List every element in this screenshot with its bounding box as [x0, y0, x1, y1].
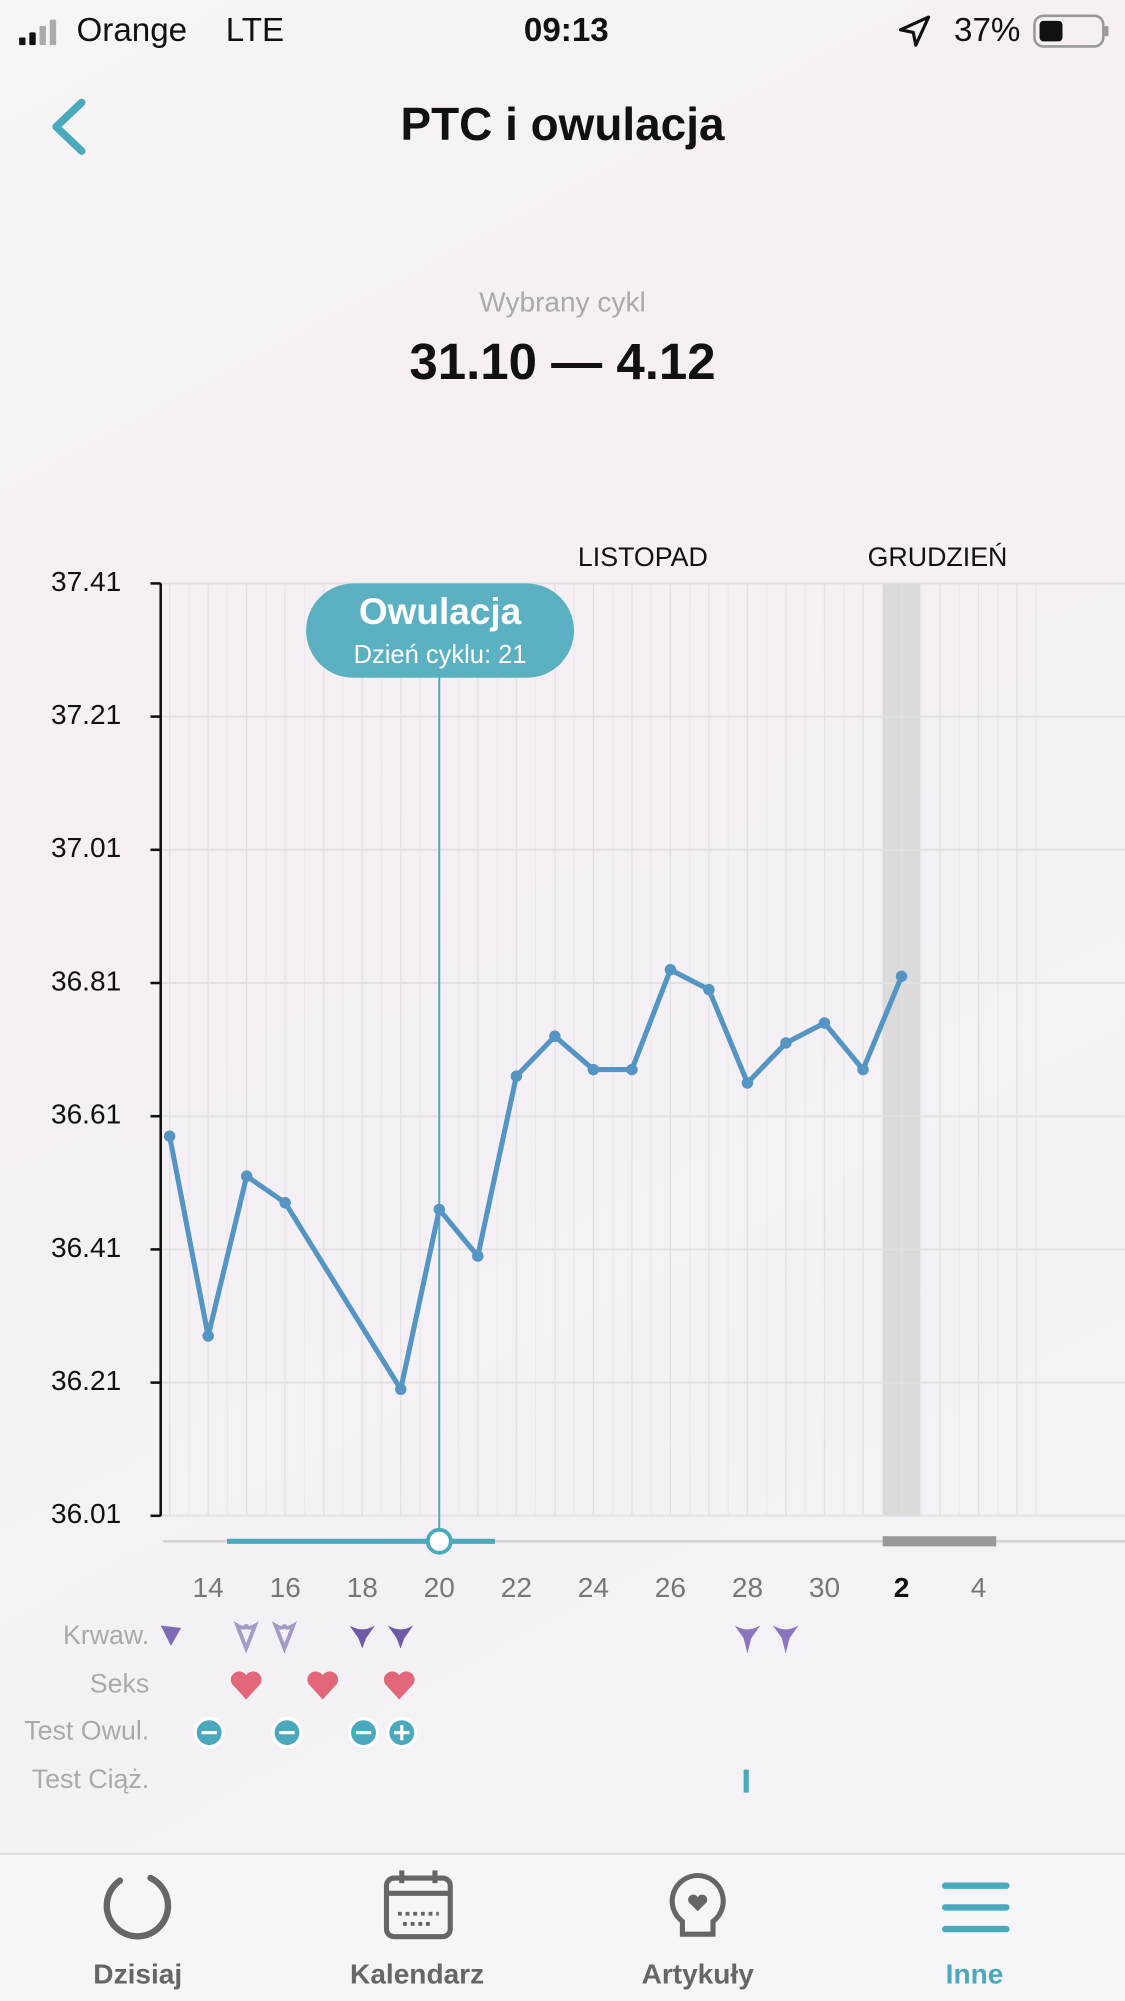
data-point: [163, 1130, 176, 1142]
data-point: [510, 1070, 523, 1082]
status-bar: Orange LTE 09:13 37%: [19, 12, 1109, 49]
cycle-label: Wybrany cykl: [479, 286, 646, 317]
data-point: [857, 1063, 869, 1076]
tab-label[interactable]: Dzisiaj: [93, 1959, 182, 1990]
x-tick-label: 26: [655, 1572, 686, 1603]
symbols: [160, 1621, 799, 1793]
bleeding-icon: [772, 1625, 799, 1654]
signal-bar: [49, 19, 57, 46]
data-point: [433, 1203, 446, 1216]
pregnancy-test-icon: [743, 1769, 749, 1793]
bleeding-icon: [734, 1625, 761, 1654]
signal-bar: [19, 37, 26, 46]
y-tick-label: 37.41: [51, 566, 121, 597]
x-tick-label: 30: [809, 1572, 840, 1603]
slider-handle[interactable]: [425, 1527, 453, 1555]
back-button[interactable]: [52, 98, 86, 155]
data-point: [780, 1037, 792, 1049]
bleeding-icon: [387, 1625, 414, 1649]
battery-level: [1039, 20, 1063, 42]
heart-icon: [307, 1671, 339, 1700]
tab-icon-today[interactable]: [103, 1874, 172, 1940]
row-label: Seks: [90, 1669, 150, 1699]
calendar-dots: [397, 1911, 439, 1926]
row-label: Test Ciąż.: [32, 1764, 150, 1794]
y-tick-label: 36.21: [51, 1365, 121, 1396]
tab-label[interactable]: Artykuły: [642, 1959, 755, 1990]
x-tick-label: 28: [732, 1572, 763, 1603]
page-title: PTC i owulacja: [401, 98, 725, 150]
battery-tip: [1104, 26, 1109, 37]
bleeding-icon: [349, 1625, 375, 1649]
tab-icon-calendar[interactable]: [383, 1875, 453, 1940]
month-label: GRUDZIEŃ: [868, 542, 1008, 572]
data-point: [703, 983, 715, 996]
y-tick-label: 36.61: [51, 1099, 121, 1130]
data-point: [626, 1063, 638, 1076]
battery-icon: [1033, 14, 1105, 48]
heart-icon: [230, 1671, 262, 1700]
ovulation-title: Owulacja: [359, 591, 522, 632]
data-point: [472, 1250, 484, 1262]
data-point: [549, 1030, 561, 1043]
tab-bar-bg: [0, 1853, 1125, 2001]
tab-icon-more[interactable]: [941, 1882, 1010, 1933]
signal-bar: [39, 26, 46, 46]
x-tick-label: 2: [894, 1572, 910, 1603]
y-tick-label: 37.01: [51, 832, 121, 863]
tab-label[interactable]: Kalendarz: [350, 1959, 484, 1990]
x-tick-label: 16: [270, 1572, 301, 1603]
network: LTE: [226, 12, 284, 49]
signal-bar: [29, 32, 36, 46]
data-point: [818, 1017, 831, 1029]
x-tick-label: 14: [193, 1572, 224, 1603]
data-point: [240, 1170, 253, 1182]
clock: 09:13: [524, 12, 609, 49]
y-tick-label: 36.81: [51, 965, 121, 996]
x-tick-label: 24: [578, 1572, 609, 1603]
chart: 36.01 36.21 36.41 36.61 36.81 37.01 37.21 37.41…: [51, 542, 1125, 1603]
data-point: [741, 1077, 754, 1089]
y-tick-label: 37.21: [51, 699, 121, 730]
bleeding-icon: [271, 1621, 298, 1654]
tab-label[interactable]: Inne: [946, 1959, 1004, 1990]
data-point: [395, 1383, 407, 1396]
bleeding-icon: [233, 1621, 259, 1654]
line-bridge: [282, 1200, 404, 1392]
data-point: [587, 1063, 600, 1076]
row-label: Krwaw.: [63, 1620, 149, 1650]
row-label: Test Owul.: [24, 1716, 149, 1746]
data-point: [202, 1330, 214, 1342]
y-tick-label: 36.01: [51, 1498, 121, 1529]
x-tick-label: 4: [971, 1572, 987, 1603]
series-line: [398, 967, 905, 1392]
month-label: LISTOPAD: [578, 542, 708, 572]
tab-bar: Dzisiaj Kalendarz Artykuły Inne: [0, 1852, 1125, 2001]
x-tick-label: 20: [424, 1572, 455, 1603]
carrier: Orange: [77, 12, 188, 49]
tab-icon-articles[interactable]: [669, 1872, 726, 1937]
ovulation-subtitle: Dzień cyklu: 21: [354, 641, 527, 669]
ovulation-bubble: [306, 583, 574, 678]
tab-labels: Dzisiaj Kalendarz Artykuły Inne: [93, 1959, 1003, 1990]
cycle-range[interactable]: 31.10 — 4.12: [409, 333, 715, 390]
data-point: [279, 1197, 291, 1209]
data-point: [664, 963, 677, 976]
data-point: [895, 970, 908, 983]
x-tick-label: 18: [347, 1572, 378, 1603]
battery-percent: 37%: [954, 12, 1020, 49]
bulb-heart: [688, 1894, 708, 1912]
y-tick-label: 36.41: [51, 1232, 121, 1263]
heart-icon: [383, 1671, 415, 1700]
test-icons: [193, 1717, 418, 1749]
location-icon: [898, 15, 931, 47]
x-tick-label: 22: [501, 1572, 532, 1603]
bleeding-icon: [160, 1625, 182, 1646]
series-line: [167, 1133, 288, 1339]
